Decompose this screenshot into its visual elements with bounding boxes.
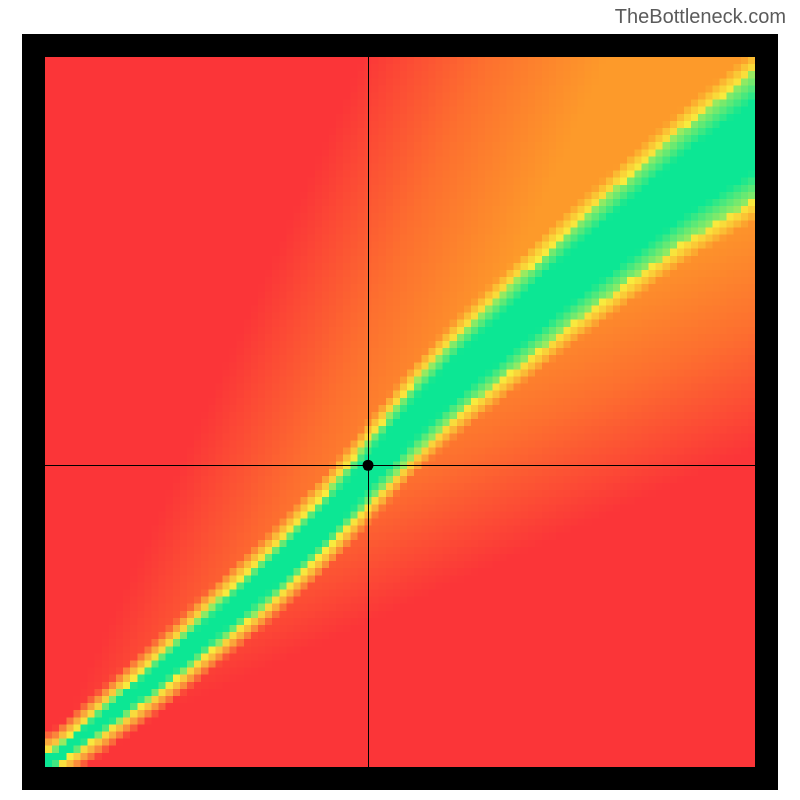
plot-frame xyxy=(22,34,778,790)
chart-container: TheBottleneck.com xyxy=(0,0,800,800)
attribution-text: TheBottleneck.com xyxy=(615,6,786,29)
overlay-canvas xyxy=(22,34,778,790)
